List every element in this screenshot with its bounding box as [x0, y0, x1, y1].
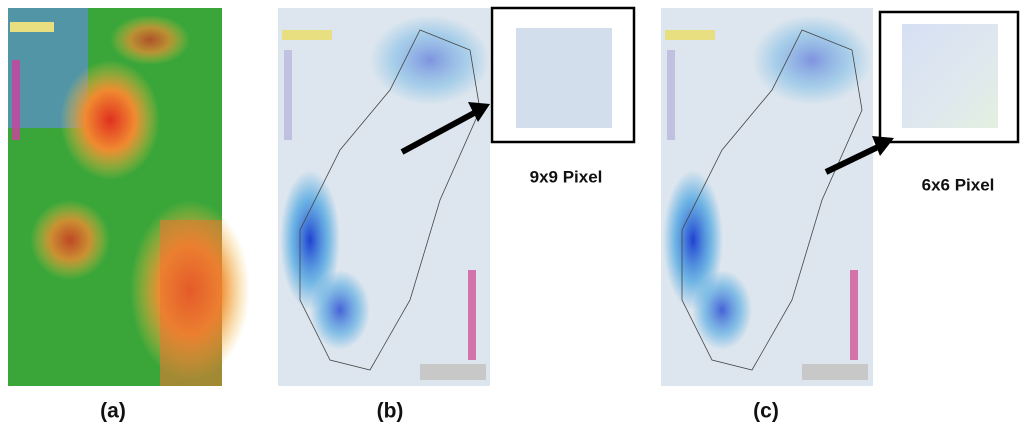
radar-image-a: [8, 8, 250, 386]
figure: 9x9 Pixel 6x6 Pixel (a) (b) (c): [0, 0, 1024, 428]
panel-label: (c): [753, 400, 779, 423]
panel-label: (a): [100, 400, 126, 423]
radar-image-b: [278, 8, 490, 386]
inset-label: 9x9 Pixel: [530, 167, 603, 186]
radar-image-c: [661, 8, 873, 386]
inset-label: 6x6 Pixel: [922, 175, 995, 194]
inset-image: [516, 28, 612, 128]
inset-image: [902, 24, 998, 128]
panel-label: (b): [377, 400, 404, 423]
